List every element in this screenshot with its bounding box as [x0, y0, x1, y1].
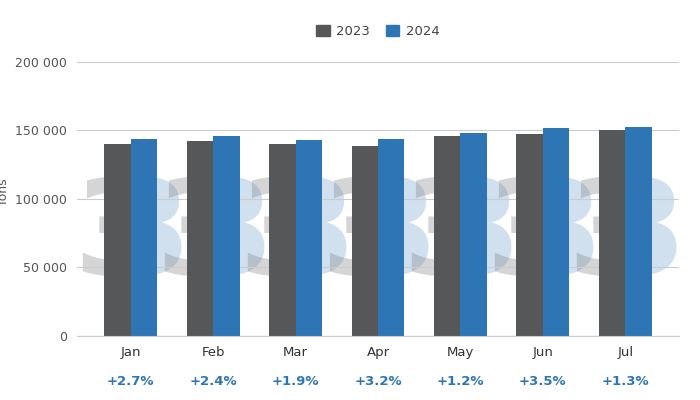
Bar [270, 144, 295, 336]
Text: +2.4%: +2.4% [189, 375, 237, 388]
Bar [434, 136, 461, 336]
Text: 3: 3 [73, 174, 164, 301]
Bar [542, 128, 569, 336]
Bar [625, 127, 652, 336]
Bar [131, 138, 157, 336]
Bar [351, 146, 378, 336]
Text: +3.2%: +3.2% [354, 375, 402, 388]
Bar [378, 139, 405, 336]
Bar [517, 134, 542, 336]
Text: +1.2%: +1.2% [437, 375, 484, 388]
Text: 3: 3 [264, 174, 356, 301]
Text: 3: 3 [346, 174, 438, 301]
Text: +1.3%: +1.3% [601, 375, 649, 388]
Bar [214, 136, 239, 336]
Text: 3: 3 [155, 174, 247, 301]
Text: 3: 3 [402, 174, 494, 301]
Legend: 2023, 2024: 2023, 2024 [312, 20, 444, 44]
Bar [295, 140, 322, 336]
Text: 3: 3 [429, 174, 521, 301]
Bar [187, 141, 214, 336]
Text: 3: 3 [568, 174, 659, 301]
Text: +2.7%: +2.7% [107, 375, 155, 388]
Text: 3: 3 [99, 174, 191, 301]
Text: 3: 3 [182, 174, 274, 301]
Bar [599, 130, 625, 336]
Text: 3: 3 [320, 174, 412, 301]
Text: 3: 3 [594, 174, 686, 301]
Text: 3: 3 [485, 174, 577, 301]
Bar [461, 133, 486, 336]
Y-axis label: Tons: Tons [0, 178, 10, 206]
Text: +1.9%: +1.9% [272, 375, 319, 388]
Text: +3.5%: +3.5% [519, 375, 567, 388]
Bar [104, 144, 131, 336]
Text: 3: 3 [238, 174, 330, 301]
Text: 3: 3 [512, 174, 603, 301]
